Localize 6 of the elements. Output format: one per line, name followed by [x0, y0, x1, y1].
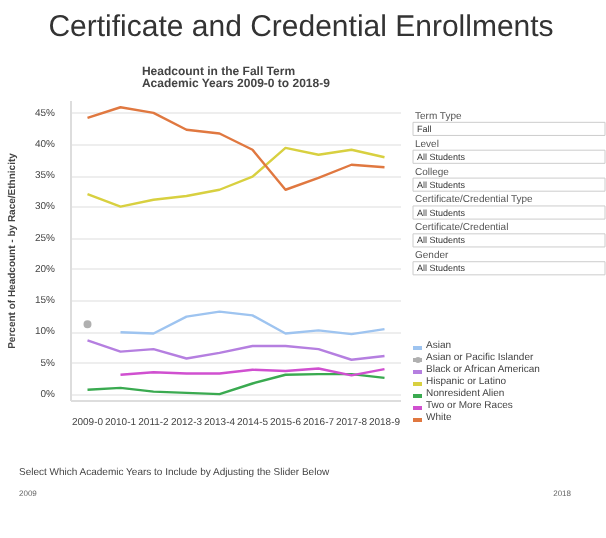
chart-title: Certificate and Credential Enrollments	[48, 10, 554, 44]
line-series	[86, 106, 386, 191]
line-series	[86, 339, 386, 361]
line-series	[119, 310, 386, 336]
line-series	[86, 372, 386, 396]
line-series	[86, 146, 386, 208]
